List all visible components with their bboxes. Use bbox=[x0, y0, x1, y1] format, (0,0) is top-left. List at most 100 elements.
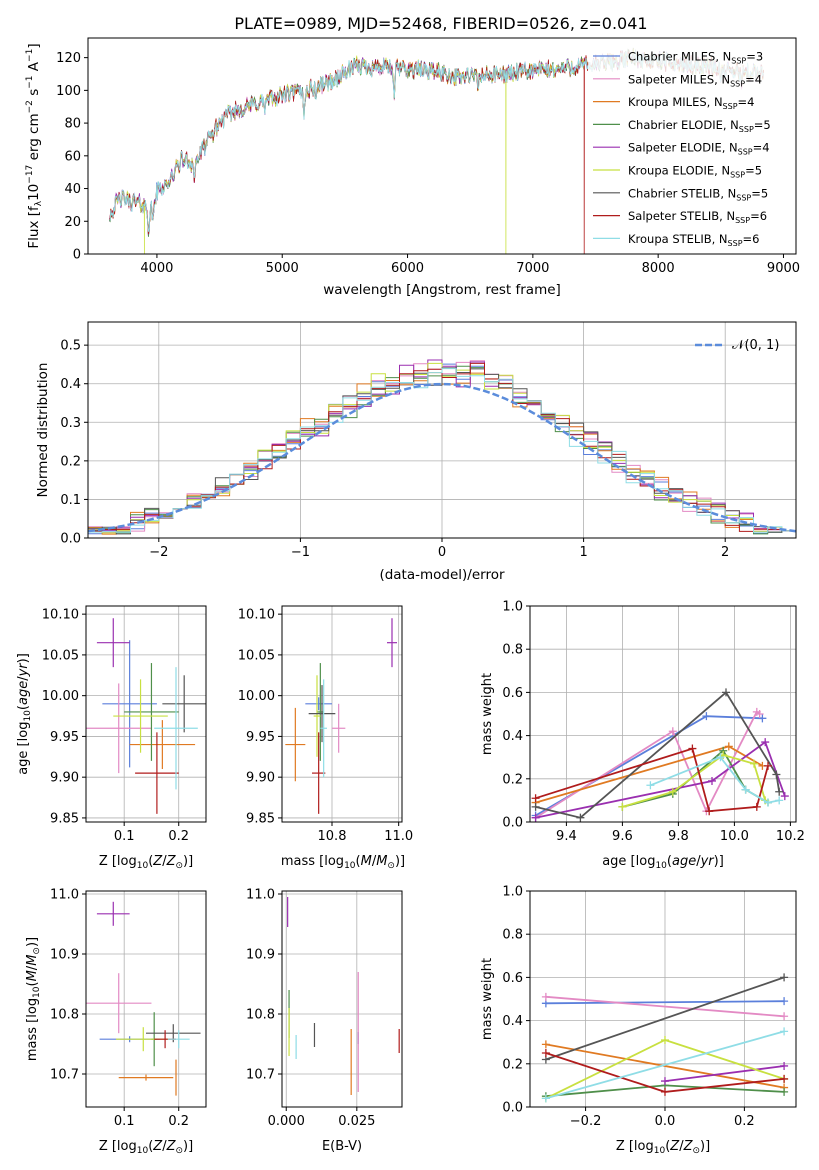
y-tick-label: 0 bbox=[73, 248, 81, 263]
x-tick-label: 5000 bbox=[266, 261, 299, 276]
x-tick-label: 9.6 bbox=[612, 829, 633, 844]
mass-weight-marker bbox=[541, 992, 550, 1001]
y-tick-label: 10.00 bbox=[238, 689, 275, 704]
age-z-x-label: Z [log10(Z/Z⊙)] bbox=[99, 854, 193, 871]
legend-entry: Chabrier STELIB, NSSP=5 bbox=[628, 186, 768, 202]
mass-weight-marker bbox=[618, 802, 627, 811]
y-tick-label: 10.7 bbox=[246, 1068, 275, 1083]
mass-weight-marker bbox=[750, 759, 758, 768]
y-tick-label: 10.9 bbox=[246, 948, 275, 963]
weight-age-x-label: age [log10(age/yr)] bbox=[602, 854, 724, 871]
y-tick-label: 10.8 bbox=[50, 1008, 79, 1023]
mass-weight-marker bbox=[541, 1094, 550, 1103]
mass-weight-marker bbox=[764, 798, 772, 807]
normal-reference-curve bbox=[87, 382, 797, 533]
x-tick-label: 9.4 bbox=[556, 829, 577, 844]
x-tick-label: 9000 bbox=[767, 261, 800, 276]
mass-weight-marker bbox=[758, 714, 767, 723]
x-tick-label: 7000 bbox=[516, 261, 549, 276]
y-tick-label: 0.2 bbox=[60, 454, 81, 469]
weight-age-y-label: mass weight bbox=[480, 673, 495, 755]
x-tick-label: 0.025 bbox=[338, 1114, 375, 1129]
mass-weight-marker bbox=[780, 1061, 789, 1070]
y-tick-label: 1.0 bbox=[502, 600, 523, 615]
y-tick-label: 10.9 bbox=[50, 948, 79, 963]
mass-weight-marker bbox=[761, 738, 770, 747]
y-tick-label: 0.8 bbox=[502, 643, 523, 658]
x-tick-label: 4000 bbox=[140, 261, 173, 276]
residual-histogram: −2 −1 0 1 2 0.0 0.1 0.2 0.3 0.4 0.5 𝒩(0, 1) (data-… bbox=[35, 321, 797, 583]
residual-legend: 𝒩(0, 1) bbox=[695, 338, 779, 353]
mass-weight-marker bbox=[722, 688, 730, 697]
residual-x-label: (data-model)/error bbox=[379, 567, 505, 583]
mass-z-y-label: mass [log10(M/M⊙)] bbox=[25, 937, 42, 1061]
y-tick-label: 60 bbox=[64, 149, 81, 164]
y-tick-label: 120 bbox=[56, 51, 81, 66]
age-z-y-label: age [log10(age/yr)] bbox=[16, 653, 33, 775]
legend-entry: Kroupa STELIB, NSSP=6 bbox=[628, 232, 759, 248]
mass-weight-marker bbox=[646, 781, 655, 790]
y-tick-label: 0.3 bbox=[60, 416, 81, 431]
mass-weight-marker bbox=[752, 802, 761, 811]
y-tick-label: 9.95 bbox=[50, 730, 79, 745]
x-tick-label: 1 bbox=[579, 545, 587, 560]
y-tick-label: 10.10 bbox=[42, 608, 79, 623]
mass-weight-marker bbox=[531, 813, 540, 822]
mass-weight-line bbox=[545, 1030, 785, 1100]
y-tick-label: 10.00 bbox=[42, 689, 79, 704]
mass-weight-marker bbox=[660, 1036, 669, 1045]
mass-weight-marker bbox=[780, 792, 789, 801]
legend-entry: Chabrier ELODIE, NSSP=5 bbox=[628, 118, 771, 134]
mass-weight-marker bbox=[531, 802, 540, 811]
mass-ebv-x-label: E(B-V) bbox=[322, 1139, 362, 1154]
mass-weight-marker bbox=[541, 1049, 550, 1057]
mass-weight-marker bbox=[755, 710, 764, 718]
age-vs-mass-plot: 10.8 11.0 9.85 9.90 9.95 10.00 10.05 10.10 mass… bbox=[238, 605, 413, 871]
x-tick-label: −1 bbox=[291, 545, 310, 560]
mass-z-x-label: Z [log10(Z/Z⊙)] bbox=[99, 1139, 193, 1156]
x-tick-label: 9.8 bbox=[668, 829, 689, 844]
mass-weight-marker bbox=[660, 1077, 669, 1086]
mass-weight-marker bbox=[780, 1087, 789, 1096]
x-tick-label: 11.0 bbox=[384, 829, 413, 844]
mass-weight-marker bbox=[702, 712, 711, 721]
y-tick-label: 10.8 bbox=[246, 1008, 275, 1023]
x-tick-label: 8000 bbox=[642, 261, 675, 276]
legend-background bbox=[588, 42, 792, 250]
age-mass-x-label: mass [log10(M/M⊙)] bbox=[281, 854, 405, 871]
residual-histogram-step bbox=[88, 368, 796, 533]
x-tick-label: 0.1 bbox=[114, 1114, 135, 1129]
mass-weight-line bbox=[545, 976, 785, 1061]
x-tick-label: 10.2 bbox=[776, 829, 805, 844]
mass-weight-marker bbox=[780, 1012, 789, 1021]
y-tick-label: 9.90 bbox=[50, 771, 79, 786]
spectrum-legend: Chabrier MILES, NSSP=3 Salpeter MILES, NS… bbox=[588, 42, 792, 250]
legend-entry: Kroupa ELODIE, NSSP=5 bbox=[628, 164, 762, 180]
mass-weight-line bbox=[545, 1043, 785, 1089]
mass-weight-marker bbox=[668, 727, 677, 736]
mass-weight-marker bbox=[531, 794, 540, 803]
mass-weight-marker bbox=[772, 770, 781, 779]
mass-weight-marker bbox=[780, 1027, 789, 1036]
mass-weight-marker bbox=[775, 796, 784, 805]
y-tick-label: 0.8 bbox=[502, 928, 523, 943]
mass-weight-marker bbox=[780, 1074, 789, 1083]
mass-weight-marker bbox=[688, 744, 697, 753]
age-vs-metallicity-plot: 0.1 0.2 9.85 9.90 9.95 10.00 10.05 10.10 Z [log… bbox=[16, 605, 207, 871]
y-tick-label: 40 bbox=[64, 182, 81, 197]
y-tick-label: 0.6 bbox=[502, 686, 523, 701]
mass-weight-vs-metallicity-plot: −0.2 0.0 0.2 0.0 0.2 0.4 0.6 0.8 1.0 Z [log10(Z/… bbox=[480, 885, 797, 1156]
y-tick-label: 20 bbox=[64, 215, 81, 230]
normal-reference-label: 𝒩(0, 1) bbox=[732, 338, 779, 353]
figure-title: PLATE=0989, MJD=52468, FIBERID=0526, z=0… bbox=[234, 14, 647, 33]
mass-weight-line bbox=[545, 995, 785, 1018]
mass-weight-marker bbox=[660, 1087, 669, 1096]
x-tick-label: 0 bbox=[438, 545, 446, 560]
x-tick-label: 0.2 bbox=[168, 829, 189, 844]
y-tick-label: 0.1 bbox=[60, 493, 81, 508]
y-tick-label: 100 bbox=[56, 84, 81, 99]
legend-entry: Salpeter STELIB, NSSP=6 bbox=[628, 209, 767, 225]
mass-weight-marker bbox=[780, 997, 789, 1006]
y-tick-label: 0.4 bbox=[60, 377, 81, 392]
